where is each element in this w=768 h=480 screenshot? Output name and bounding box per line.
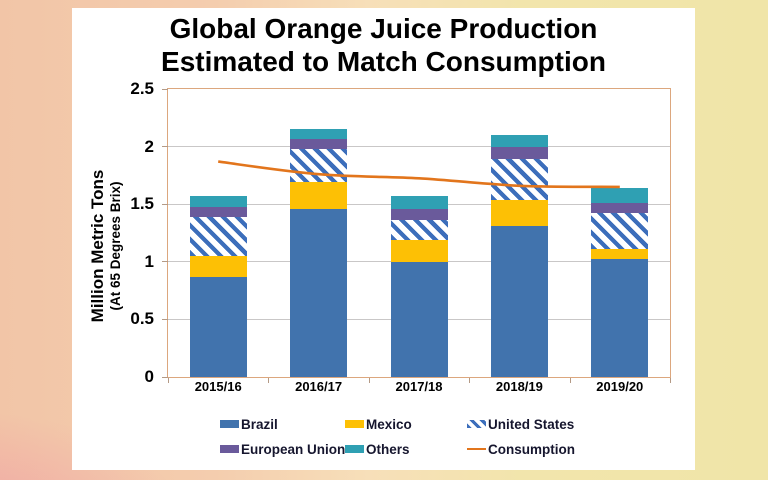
legend-swatch-mexico (345, 420, 364, 428)
bar-segment-brazil (290, 209, 347, 377)
x-tick-label: 2016/17 (295, 379, 343, 394)
bar-segment-others (591, 188, 648, 203)
bar-segment-others (391, 196, 448, 209)
legend-item-others: Others (345, 439, 410, 459)
legend-swatch-brazil (220, 420, 239, 428)
bar-segment-european-union (591, 203, 648, 213)
bar-segment-brazil (190, 277, 247, 377)
y-tick-label: 2 (144, 136, 154, 156)
legend-item-consumption: Consumption (467, 439, 575, 459)
legend-label: Brazil (241, 416, 278, 432)
x-axis-tick (368, 378, 370, 383)
consumption-line-path (218, 160, 620, 189)
bar-segment-others (190, 196, 247, 207)
y-tick-label: 1.5 (130, 194, 154, 214)
bar-segment-mexico (290, 182, 347, 209)
bar-segment-brazil (591, 259, 648, 377)
legend-label: Mexico (366, 416, 412, 432)
legend-swatch-united-states (467, 420, 486, 428)
bar-segment-united-states (190, 217, 247, 256)
bar-segment-united-states (591, 213, 648, 249)
bar-segment-european-union (491, 147, 548, 159)
y-axis-title: Million Metric Tons (At 65 Degrees Brix) (88, 76, 124, 416)
y-axis-tick (162, 146, 168, 148)
y-axis-tick (162, 261, 168, 263)
legend-label: Others (366, 441, 410, 457)
bar-segment-mexico (190, 256, 247, 277)
x-tick-label: 2015/16 (194, 379, 242, 394)
consumption-line (218, 160, 620, 189)
x-axis-tick (267, 378, 269, 383)
legend-item-european-union: European Union (220, 439, 345, 459)
bar-segment-united-states (491, 159, 548, 200)
legend-label: United States (488, 416, 575, 432)
bar-segment-others (290, 129, 347, 139)
chart-title-line1: Global Orange Juice Production (169, 13, 598, 44)
y-tick-label: 2.5 (130, 79, 154, 98)
chart-title: Global Orange Juice Production Estimated… (72, 12, 695, 78)
bar-segment-mexico (391, 240, 448, 262)
bar-segment-european-union (391, 209, 448, 220)
bar-segment-european-union (190, 207, 247, 217)
bar-segment-others (491, 135, 548, 147)
legend-swatch-european-union (220, 445, 239, 453)
y-axis-tick (162, 376, 168, 378)
plot-area (167, 88, 671, 378)
x-tick-label: 2018/19 (495, 379, 543, 394)
y-axis-tick (162, 203, 168, 205)
x-axis-tick (669, 378, 671, 383)
legend-label: Consumption (488, 441, 575, 457)
y-axis-tick (162, 88, 168, 90)
y-axis-title-sub: (At 65 Degrees Brix) (108, 181, 123, 311)
x-axis-tick (468, 378, 470, 383)
bar-segment-united-states (391, 220, 448, 240)
x-tick-label: 2019/20 (596, 379, 644, 394)
y-tick-label: 0.5 (130, 309, 154, 329)
legend-label: European Union (241, 441, 346, 457)
bar-segment-mexico (491, 200, 548, 226)
bar-segment-brazil (491, 226, 548, 377)
y-axis-tick (162, 318, 168, 320)
gridline (168, 146, 670, 148)
x-axis-tick (167, 378, 169, 383)
legend-swatch-others (345, 445, 364, 453)
y-tick-label: 1 (144, 251, 154, 271)
chart-panel: Global Orange Juice Production Estimated… (72, 8, 695, 470)
bar-segment-mexico (591, 249, 648, 259)
bar-segment-brazil (391, 262, 448, 377)
y-tick-label: 0 (144, 367, 154, 386)
legend-item-united-states: United States (467, 414, 574, 434)
x-tick-label: 2017/18 (395, 379, 443, 394)
chart-title-line2: Estimated to Match Consumption (161, 46, 606, 77)
legend-item-brazil: Brazil (220, 414, 278, 434)
bar-segment-european-union (290, 139, 347, 149)
legend-swatch-consumption (467, 447, 486, 451)
x-axis-tick (569, 378, 571, 383)
y-axis-title-main: Million Metric Tons (88, 169, 107, 323)
legend-item-mexico: Mexico (345, 414, 412, 434)
